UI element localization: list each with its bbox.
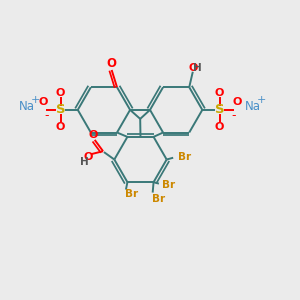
Text: O: O — [215, 122, 224, 132]
Text: Br: Br — [163, 179, 176, 190]
Text: H: H — [80, 157, 89, 167]
Text: Na: Na — [245, 100, 261, 113]
Text: -: - — [44, 109, 49, 122]
Text: Br: Br — [178, 152, 191, 161]
Text: O: O — [215, 88, 224, 98]
Text: O: O — [106, 57, 116, 70]
Text: O: O — [56, 122, 65, 132]
Text: Br: Br — [152, 194, 165, 204]
Text: +: + — [31, 95, 40, 105]
Text: O: O — [39, 97, 48, 106]
Text: O: O — [188, 63, 197, 73]
Text: O: O — [89, 130, 98, 140]
Text: +: + — [256, 95, 266, 105]
Text: O: O — [232, 97, 242, 106]
Text: S: S — [215, 103, 224, 116]
Text: O: O — [83, 152, 93, 162]
Text: S: S — [56, 103, 65, 116]
Text: O: O — [56, 88, 65, 98]
Text: -: - — [232, 109, 236, 122]
Text: H: H — [193, 63, 202, 73]
Text: Na: Na — [19, 100, 35, 113]
Text: Br: Br — [125, 189, 138, 199]
